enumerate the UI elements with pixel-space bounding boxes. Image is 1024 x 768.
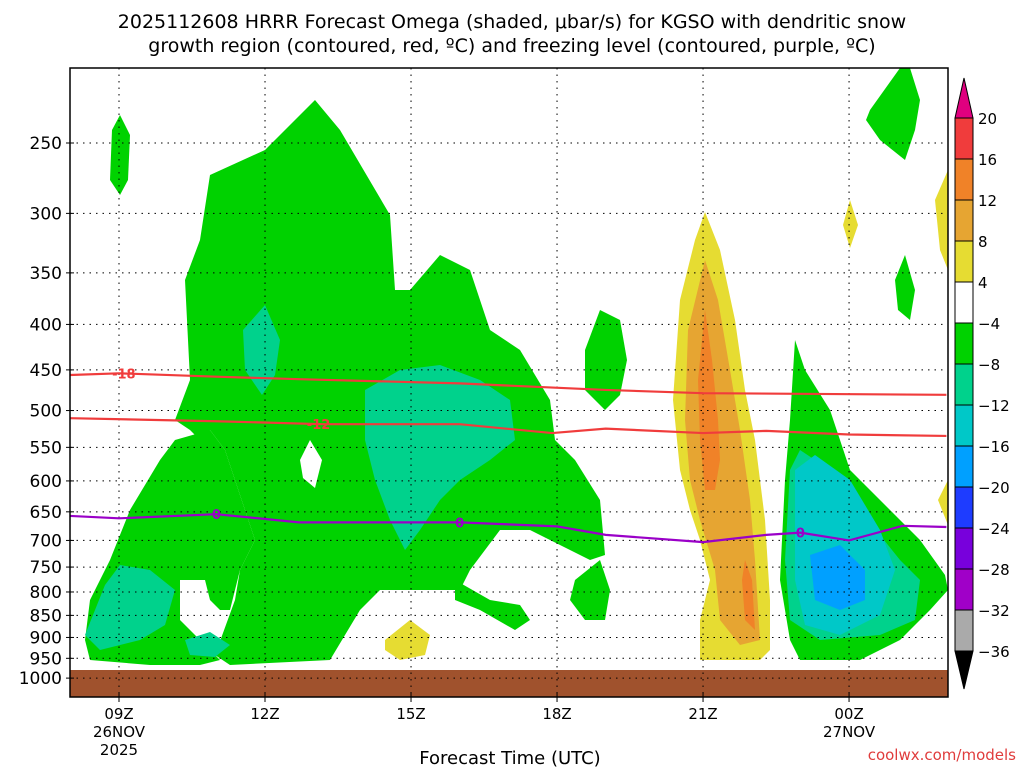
colorbar-label: 8 xyxy=(978,233,988,251)
y-tick-label: 400 xyxy=(30,315,62,335)
colorbar-label: −28 xyxy=(978,561,1010,579)
colorbar-swatch xyxy=(954,240,974,283)
y-tick-label: 600 xyxy=(30,472,62,492)
y-tick-label: 650 xyxy=(30,503,62,523)
plot-frame xyxy=(69,67,949,698)
x-axis-label: Forecast Time (UTC) xyxy=(419,748,600,768)
y-tick-label: 800 xyxy=(30,583,62,603)
x-tick-label: 21Z xyxy=(688,705,717,723)
contours: -18 -12 0 0 0 xyxy=(70,367,947,544)
x-tick-label: 15Z xyxy=(396,705,425,723)
colorbar-swatch xyxy=(954,568,974,611)
y-tick-label: 900 xyxy=(30,628,62,648)
y-tick-label: 700 xyxy=(30,531,62,551)
contour-label: 0 xyxy=(796,527,805,542)
colorbar-swatch xyxy=(954,445,974,488)
colorbar-label: 16 xyxy=(978,151,997,169)
y-tick-label: 850 xyxy=(30,606,62,626)
colorbar-label: −36 xyxy=(978,643,1010,661)
y-axis: 2503003504004505005506006507007508008509… xyxy=(19,134,74,689)
colorbar-label: −4 xyxy=(978,315,1000,333)
colorbar-swatch xyxy=(954,322,974,365)
colorbar-label: −16 xyxy=(978,438,1010,456)
colorbar-under-triangle xyxy=(954,650,974,690)
colorbar-label: 4 xyxy=(978,274,988,292)
y-tick-label: 550 xyxy=(30,438,62,458)
colorbar-label: 20 xyxy=(978,110,997,128)
y-tick-label: 1000 xyxy=(19,669,62,689)
x-tick-label: 09Z xyxy=(104,705,133,723)
ground-surface xyxy=(70,670,948,697)
contour-line xyxy=(70,417,947,438)
colorbar-label: −32 xyxy=(978,602,1010,620)
y-tick-label: 500 xyxy=(30,402,62,422)
omega-shading xyxy=(70,68,948,697)
y-tick-label: 450 xyxy=(30,361,62,381)
y-tick-label: 300 xyxy=(30,204,62,224)
contour-label: -12 xyxy=(307,418,331,433)
colorbar-label: −12 xyxy=(978,397,1010,415)
colorbar-label: −24 xyxy=(978,520,1010,538)
colorbar-swatch xyxy=(954,281,974,324)
y-tick-label: 950 xyxy=(30,649,62,669)
y-tick-label: 750 xyxy=(30,558,62,578)
x-tick-year: 2025 xyxy=(100,741,138,759)
colorbar-swatch xyxy=(954,527,974,570)
credit-text: coolwx.com/models xyxy=(868,746,1016,764)
colorbar-label: −8 xyxy=(978,356,1000,374)
contour-line xyxy=(70,372,947,396)
contour-label: 0 xyxy=(455,516,464,531)
colorbar-swatch xyxy=(954,158,974,201)
colorbar-over-triangle xyxy=(954,77,974,119)
x-tick-date: 26NOV xyxy=(93,723,146,741)
x-tick-date: 27NOV xyxy=(823,723,876,741)
contour-line xyxy=(70,513,947,544)
colorbar-swatch xyxy=(954,117,974,160)
x-tick-label: 12Z xyxy=(250,705,279,723)
colorbar-label: 12 xyxy=(978,192,997,210)
colorbar-swatch xyxy=(954,363,974,406)
chart-title-line1: 2025112608 HRRR Forecast Omega (shaded, … xyxy=(118,11,906,33)
x-tick-label: 00Z xyxy=(834,705,863,723)
colorbar-label: −20 xyxy=(978,479,1010,497)
x-tick-label: 18Z xyxy=(542,705,571,723)
colorbar-swatch xyxy=(954,486,974,529)
chart-title-line2: growth region (contoured, red, ºC) and f… xyxy=(148,35,875,57)
colorbar-swatch xyxy=(954,609,974,652)
omega-minus16-region xyxy=(810,545,865,610)
y-tick-label: 350 xyxy=(30,264,62,284)
gridlines xyxy=(70,68,948,697)
y-tick-label: 250 xyxy=(30,134,62,154)
colorbar: 20 16 12 8 4 −4 −8 −12 −16 −20 −24 −28 −32 −36 xyxy=(954,77,1010,690)
colorbar-swatch xyxy=(954,199,974,242)
colorbar-swatch xyxy=(954,404,974,447)
contour-label: 0 xyxy=(212,508,221,523)
contour-label: -18 xyxy=(112,367,136,382)
